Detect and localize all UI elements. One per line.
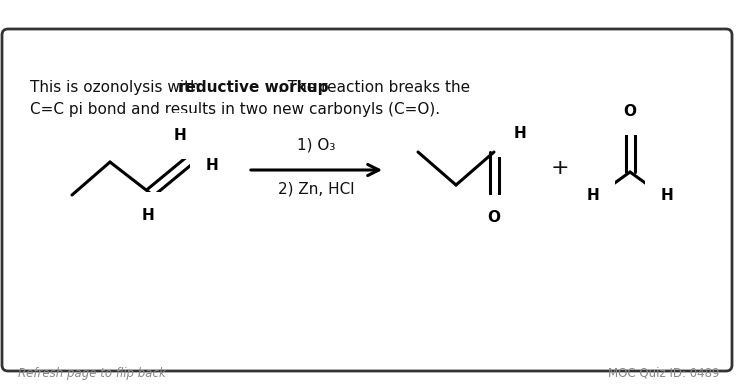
Text: C=C pi bond and results in two new carbonyls (C=O).: C=C pi bond and results in two new carbo… [30, 102, 440, 117]
Text: 2) Zn, HCl: 2) Zn, HCl [278, 182, 355, 197]
Text: H: H [514, 126, 526, 142]
Text: MOC Quiz ID: 0489: MOC Quiz ID: 0489 [609, 367, 720, 380]
Text: Refresh page to flip back: Refresh page to flip back [18, 367, 166, 380]
Text: O: O [624, 105, 636, 119]
Text: H: H [661, 188, 673, 202]
Text: reductive workup: reductive workup [178, 80, 328, 95]
Text: H: H [142, 207, 154, 223]
Text: O: O [488, 211, 500, 225]
Text: H: H [173, 128, 187, 144]
Text: +: + [551, 158, 569, 178]
FancyBboxPatch shape [2, 29, 732, 371]
Text: . The reaction breaks the: . The reaction breaks the [278, 80, 470, 95]
Text: H: H [587, 188, 599, 202]
Text: This is ozonolysis with: This is ozonolysis with [30, 80, 204, 95]
Text: 1) O₃: 1) O₃ [297, 137, 336, 152]
Text: H: H [206, 158, 218, 172]
